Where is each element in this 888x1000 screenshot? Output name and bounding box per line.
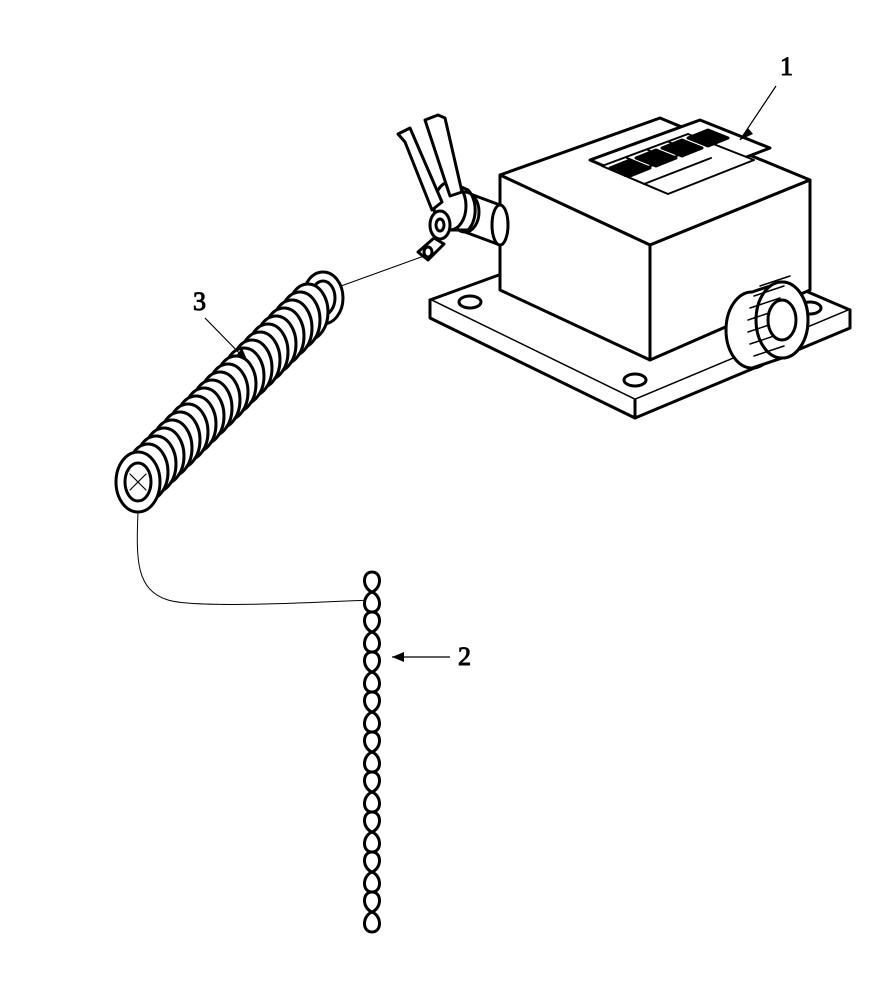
chain-link xyxy=(365,732,380,772)
mount-hole xyxy=(624,374,646,386)
callout-label-chain: 2 xyxy=(458,642,471,671)
sash-chain xyxy=(365,572,380,932)
callout-label-spring: 3 xyxy=(193,287,206,316)
extension-spring xyxy=(116,272,343,512)
chain-link xyxy=(365,652,380,692)
lever-link-hole xyxy=(424,247,432,257)
parts-diagram: 1 2 3 xyxy=(0,0,888,1000)
assembly-line xyxy=(330,256,424,290)
actuator-lever xyxy=(398,115,462,260)
callout-label-counter: 1 xyxy=(780,52,793,81)
counter-assembly xyxy=(398,115,850,418)
mount-hole xyxy=(459,296,481,308)
chain-link xyxy=(365,692,380,732)
chain-link xyxy=(365,892,380,932)
chain-link xyxy=(365,612,380,652)
chain-link xyxy=(365,852,380,892)
assembly-line xyxy=(137,512,372,604)
chain-link xyxy=(365,772,380,812)
chain-link xyxy=(365,812,380,852)
chain-link xyxy=(365,572,380,612)
